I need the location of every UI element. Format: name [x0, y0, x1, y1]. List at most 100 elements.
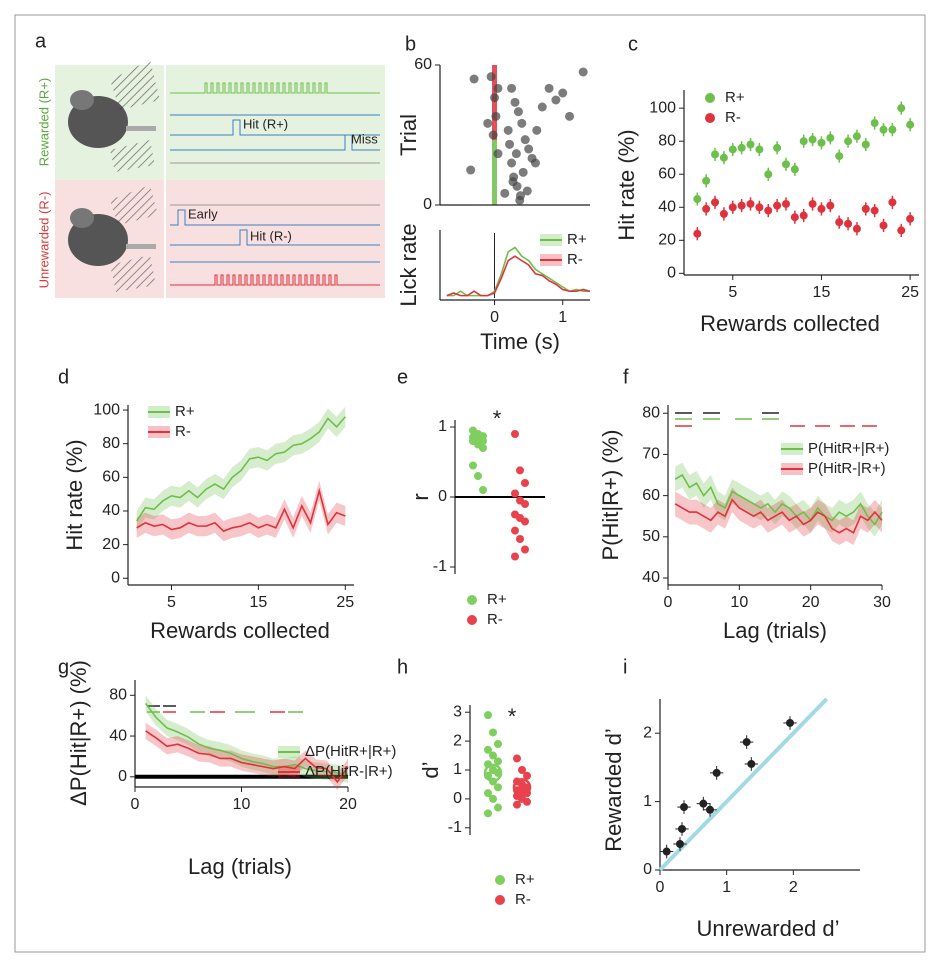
y-tick-label: 40 — [102, 502, 120, 519]
x-tick-label: 0 — [131, 796, 140, 813]
band — [675, 487, 882, 546]
panel-letter: b — [405, 33, 416, 55]
y-tick-label: 60 — [642, 487, 660, 504]
point — [469, 461, 477, 470]
line — [674, 473, 883, 526]
point — [524, 144, 534, 154]
point — [879, 221, 888, 230]
point — [897, 104, 906, 113]
x-tick-label: 10 — [730, 594, 748, 611]
y-tick-label: 1 — [438, 418, 447, 435]
point — [489, 794, 497, 803]
point — [844, 137, 853, 146]
mean — [512, 778, 532, 797]
point — [742, 738, 751, 747]
point — [537, 102, 547, 112]
legend-marker — [705, 93, 715, 103]
point — [786, 718, 794, 727]
point — [662, 847, 671, 856]
y-tick-label: 20 — [102, 536, 120, 553]
y-axis-label: Hit rate (%) — [614, 129, 639, 240]
legend-label: R- — [725, 109, 741, 126]
panel-letter: a — [35, 30, 47, 52]
line — [145, 702, 349, 776]
point — [781, 199, 790, 208]
point — [523, 797, 531, 806]
point — [719, 153, 728, 162]
point — [746, 140, 755, 149]
grating — [110, 60, 160, 110]
y-tick-label: 2 — [453, 732, 462, 749]
y-tick-label: 80 — [102, 435, 120, 452]
point — [530, 158, 540, 168]
point — [764, 170, 773, 179]
spout — [126, 126, 156, 131]
y-axis-label: P(Hit|R+) (%) — [598, 430, 623, 561]
point — [466, 165, 476, 175]
point — [835, 218, 844, 227]
point — [678, 824, 686, 833]
legend-marker — [467, 615, 477, 625]
point — [790, 165, 799, 174]
legend-label: R+ — [567, 231, 587, 248]
x-tick-label: 0 — [664, 594, 673, 611]
point — [488, 130, 498, 140]
point — [676, 840, 684, 849]
x-axis-label: Lag (trials) — [188, 854, 292, 879]
point — [906, 214, 915, 223]
event-label: Hit (R-) — [250, 228, 292, 243]
panel-letter: i — [623, 656, 627, 678]
x-axis-label: Time (s) — [480, 329, 560, 354]
panel-letter: f — [623, 366, 629, 388]
point — [511, 149, 521, 159]
legend-label: P(HitR-|R+) — [808, 460, 886, 477]
y-tick-label: 70 — [642, 446, 660, 463]
x-tick-label: 15 — [249, 594, 267, 611]
point — [494, 803, 502, 812]
frame — [14, 14, 926, 953]
y-tick-label: 40 — [658, 198, 676, 215]
point — [544, 83, 554, 93]
point — [578, 67, 588, 77]
point — [835, 152, 844, 161]
legend-label: R+ — [175, 403, 195, 420]
point — [728, 203, 737, 212]
y-tick-label: 0 — [438, 488, 447, 505]
y-tick-label: 20 — [658, 232, 676, 249]
band — [675, 462, 882, 537]
y-tick-label: 0 — [667, 265, 676, 282]
point — [517, 118, 527, 128]
trace — [170, 229, 380, 246]
legend-label: R- — [175, 423, 191, 440]
x-tick-label: 20 — [339, 796, 357, 813]
point — [469, 74, 479, 84]
point — [737, 143, 746, 152]
x-axis-label: Rewards collected — [150, 618, 330, 643]
point — [489, 728, 497, 737]
panel-letter: h — [397, 656, 408, 678]
point — [897, 226, 906, 235]
point — [491, 111, 501, 121]
point — [511, 526, 519, 535]
event-label: Miss — [351, 131, 378, 146]
point — [551, 95, 561, 105]
point — [523, 771, 531, 780]
point — [711, 150, 720, 159]
point — [510, 97, 520, 107]
band — [145, 695, 348, 783]
point — [773, 201, 782, 210]
point — [513, 754, 521, 763]
point — [508, 177, 518, 187]
panel-letter: e — [397, 366, 408, 388]
y-tick-label: 80 — [658, 132, 676, 149]
legend-marker — [705, 113, 715, 123]
y-tick-label: 0 — [643, 861, 652, 878]
legend-label: R- — [567, 251, 583, 268]
chart-i: 0 1 2 0 1 2 i Unrewarded d’ Rewarded d’ — [601, 656, 860, 941]
point — [693, 229, 702, 238]
chart-g: 0 40 80 0 10 20 g Lag (trials) ΔP(Hit|R+) (%) ΔP(… — [58, 656, 396, 879]
point — [521, 545, 529, 554]
point — [844, 219, 853, 228]
y-tick-label: 40 — [109, 727, 127, 744]
